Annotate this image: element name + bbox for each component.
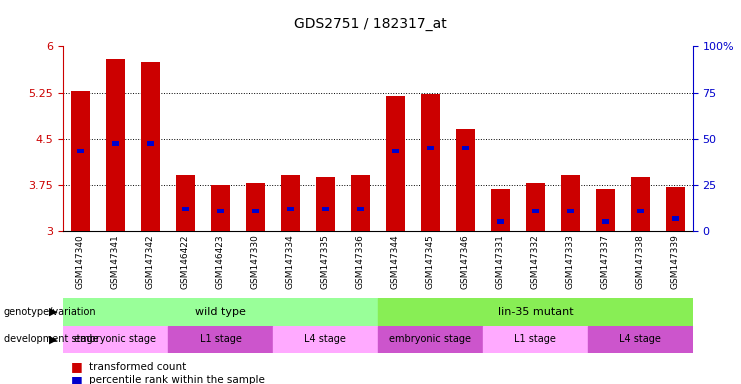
Bar [561, 175, 580, 231]
Text: transformed count: transformed count [89, 362, 186, 372]
Text: lin-35 mutant: lin-35 mutant [497, 307, 574, 317]
Bar [491, 189, 510, 231]
Bar [496, 219, 504, 224]
Bar [211, 185, 230, 231]
Bar [378, 298, 693, 326]
Text: GSM147340: GSM147340 [76, 234, 85, 289]
Text: GSM147336: GSM147336 [356, 234, 365, 289]
Bar [596, 189, 615, 231]
Bar [112, 141, 119, 146]
Bar [63, 326, 168, 353]
Text: GSM147330: GSM147330 [251, 234, 260, 289]
Text: ▶: ▶ [49, 334, 57, 344]
Bar [217, 209, 224, 213]
Bar [176, 175, 195, 231]
Bar [378, 326, 483, 353]
Bar [252, 209, 259, 213]
Bar [63, 298, 378, 326]
Text: GSM147332: GSM147332 [531, 234, 540, 289]
Bar [281, 175, 300, 231]
Text: embryonic stage: embryonic stage [75, 334, 156, 344]
Text: ■: ■ [70, 374, 82, 384]
Text: GSM147345: GSM147345 [426, 234, 435, 289]
Bar [462, 146, 469, 150]
Bar [588, 326, 693, 353]
Bar [483, 326, 588, 353]
Text: GSM147335: GSM147335 [321, 234, 330, 289]
Bar [526, 183, 545, 231]
Text: GSM147346: GSM147346 [461, 234, 470, 289]
Text: GSM147337: GSM147337 [601, 234, 610, 289]
Bar [71, 91, 90, 231]
Text: L4 stage: L4 stage [619, 334, 661, 344]
Text: wild type: wild type [195, 307, 246, 317]
Text: GSM147331: GSM147331 [496, 234, 505, 289]
Text: embryonic stage: embryonic stage [390, 334, 471, 344]
Text: percentile rank within the sample: percentile rank within the sample [89, 375, 265, 384]
Bar [147, 141, 154, 146]
Bar [392, 149, 399, 153]
Text: GSM147341: GSM147341 [111, 234, 120, 289]
Text: GSM147333: GSM147333 [566, 234, 575, 289]
Bar [246, 184, 265, 231]
Bar [637, 209, 644, 213]
Bar [421, 94, 440, 231]
Bar [671, 216, 679, 221]
Bar [141, 62, 160, 231]
Bar [631, 177, 650, 231]
Text: ▶: ▶ [49, 307, 57, 317]
Text: GSM147339: GSM147339 [671, 234, 679, 289]
Bar [182, 207, 189, 212]
Bar [168, 326, 273, 353]
Bar [106, 59, 125, 231]
Text: GDS2751 / 182317_at: GDS2751 / 182317_at [294, 17, 447, 31]
Text: development stage: development stage [4, 334, 99, 344]
Text: GSM147344: GSM147344 [391, 234, 400, 289]
Bar [567, 209, 574, 213]
Text: L4 stage: L4 stage [305, 334, 346, 344]
Bar [77, 149, 84, 153]
Bar [602, 219, 609, 224]
Text: ■: ■ [70, 360, 82, 373]
Text: L1 stage: L1 stage [199, 334, 242, 344]
Bar [532, 209, 539, 213]
Text: L1 stage: L1 stage [514, 334, 556, 344]
Bar [273, 326, 378, 353]
Bar [665, 187, 685, 231]
Bar [287, 207, 294, 212]
Bar [456, 129, 475, 231]
Text: GSM147342: GSM147342 [146, 234, 155, 289]
Bar [322, 207, 329, 212]
Text: GSM147334: GSM147334 [286, 234, 295, 289]
Bar [427, 146, 434, 150]
Text: GSM146423: GSM146423 [216, 234, 225, 289]
Text: GSM147338: GSM147338 [636, 234, 645, 289]
Text: GSM146422: GSM146422 [181, 234, 190, 289]
Text: genotype/variation: genotype/variation [4, 307, 96, 317]
Bar [316, 177, 335, 231]
Bar [350, 175, 370, 231]
Bar [386, 96, 405, 231]
Bar [356, 207, 364, 212]
